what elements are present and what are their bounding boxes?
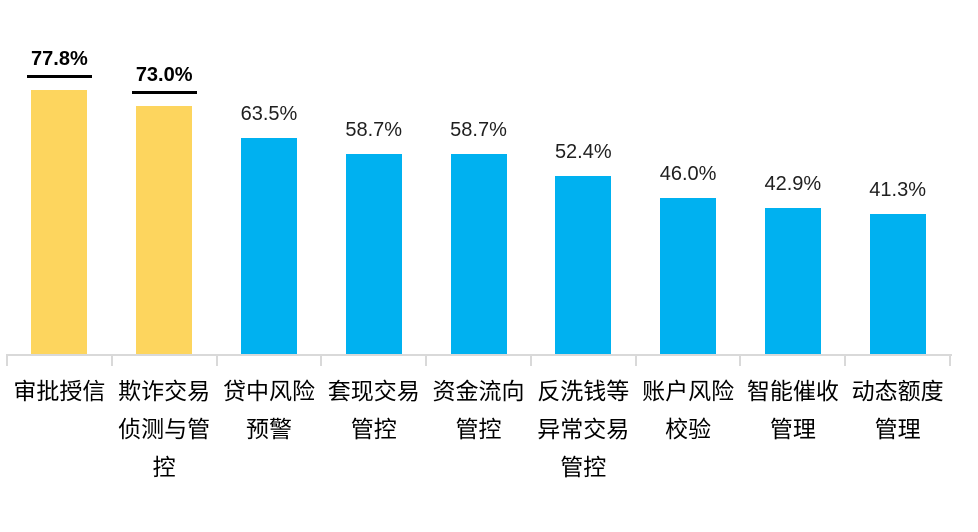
category-label: 账户风险 校验 [642,378,735,442]
bar-value-label: 77.8% [27,48,92,78]
bar-8 [764,208,821,354]
bar-value-label: 63.5% [240,103,298,126]
bar-value-label: 52.4% [554,140,612,163]
bar-group: 46.0% [636,0,741,354]
bar-5 [450,154,507,354]
category-label: 欺诈交易 侦测与管 控 [118,378,211,480]
plot-area: 77.8% 73.0% 63.5% 58.7% 58.7% 52.4% 46.0… [7,0,950,354]
axis-tick [739,354,742,366]
category-label: 动态额度 管理 [851,378,944,442]
bar-value-label: 42.9% [764,173,822,196]
category-label: 资金流向 管控 [432,378,525,442]
x-axis-line [7,354,952,356]
axis-tick [844,354,847,366]
bar-value-label: 73.0% [131,64,197,94]
axis-tick [215,354,218,366]
category-label: 贷中风险 预警 [222,378,315,442]
bar-7 [660,197,717,354]
bar-group: 77.8% [7,0,112,354]
category-label: 反洗钱等 异常交易 管控 [537,378,630,480]
axis-tick [425,354,428,366]
bar-9 [869,213,926,354]
bar-group: 58.7% [321,0,426,354]
axis-tick [529,354,532,366]
category-label: 套现交易 管控 [327,378,420,442]
bar-4 [345,154,402,354]
bar-value-label: 46.0% [659,162,717,185]
bar-value-label: 41.3% [869,178,926,201]
x-axis-labels: 审批授信 欺诈交易 侦测与管 控 贷中风险 预警 套现交易 管控 资金流向 管控… [7,372,950,486]
axis-tick [634,354,637,366]
bar-group: 73.0% [112,0,217,354]
bar-2 [136,105,193,354]
bar-value-label: 58.7% [450,119,507,142]
axis-tick [949,354,951,366]
bar-group: 42.9% [740,0,845,354]
axis-tick [320,354,323,366]
axis-tick [110,354,113,366]
bar-group: 41.3% [845,0,950,354]
bar-1 [31,89,88,354]
category-label: 智能催收 管理 [746,378,839,442]
bar-group: 63.5% [217,0,322,354]
bar-group: 52.4% [531,0,636,354]
bar-group: 58.7% [426,0,531,354]
bar-6 [555,175,612,354]
axis-tick [6,354,8,366]
x-axis-ticks [6,354,951,366]
category-label: 审批授信 [13,378,106,404]
bar-3 [240,138,297,354]
bar-value-label: 58.7% [345,119,403,142]
